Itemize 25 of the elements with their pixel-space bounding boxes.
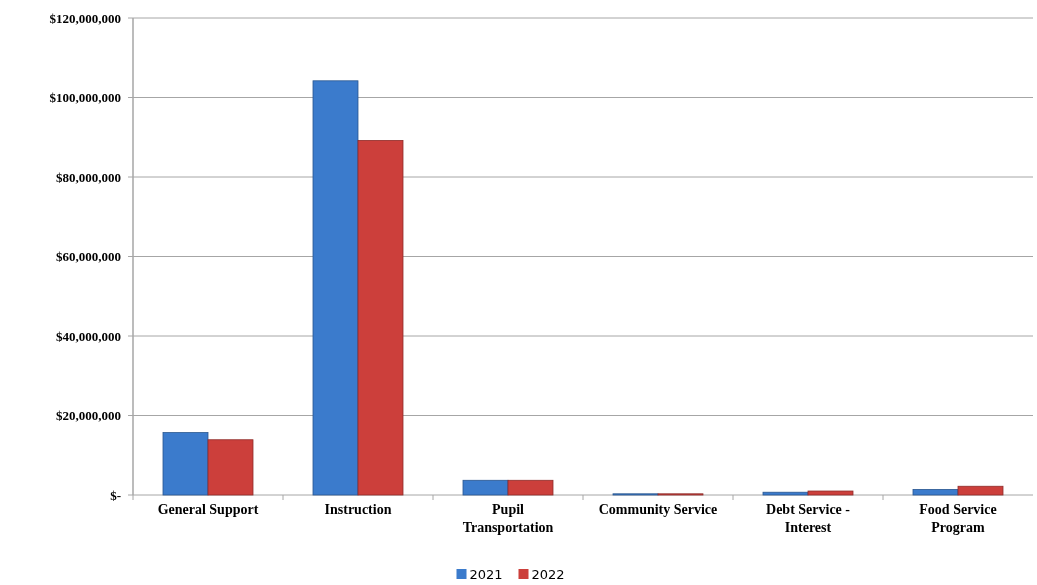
bar — [207, 439, 254, 496]
bar — [957, 485, 1004, 496]
bar — [162, 432, 209, 496]
legend-label: 2021 — [469, 566, 503, 582]
y-tick-label: $- — [110, 487, 121, 503]
bar — [807, 490, 854, 496]
bar — [912, 489, 959, 496]
x-tick-label: Debt Service - Interest — [766, 502, 851, 535]
y-tick-label: $20,000,000 — [56, 408, 121, 424]
bar — [357, 140, 404, 496]
x-tick-label: Instruction — [324, 502, 392, 517]
x-tick-label: Pupil Transportation — [462, 502, 554, 535]
bar — [312, 80, 359, 496]
bar — [462, 479, 509, 496]
x-tick-label: General Support — [157, 502, 259, 517]
x-tick-label: Food Service Program — [919, 502, 997, 535]
bar — [507, 479, 554, 496]
y-tick-label: $100,000,000 — [49, 90, 121, 106]
y-tick-label: $40,000,000 — [56, 328, 121, 344]
y-tick-label: $60,000,000 — [56, 249, 121, 265]
y-tick-label: $120,000,000 — [49, 10, 121, 26]
bar — [762, 491, 809, 496]
y-tick-label: $80,000,000 — [56, 169, 121, 185]
x-tick-label: Community Service — [598, 502, 718, 517]
legend-label: 2022 — [531, 566, 565, 582]
